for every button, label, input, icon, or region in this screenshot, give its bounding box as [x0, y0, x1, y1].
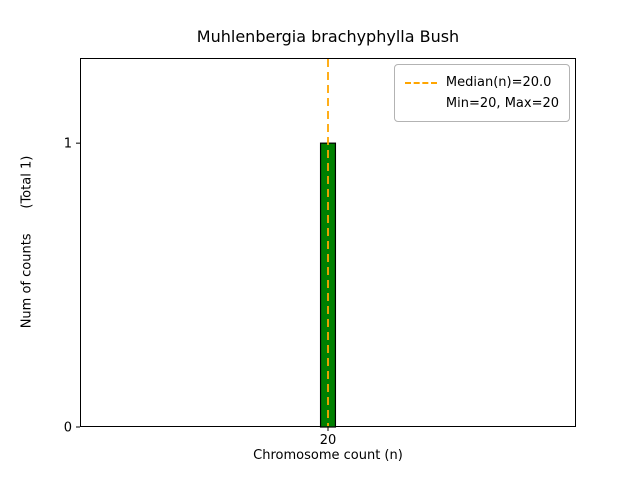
x-axis-label: Chromosome count (n) [253, 448, 403, 463]
legend-spacer [405, 103, 437, 105]
chart-title: Muhlenbergia brachyphylla Bush [196, 27, 460, 46]
legend-label-minmax: Min=20, Max=20 [445, 96, 559, 111]
x-tick-label: 20 [320, 433, 337, 448]
y-axis-label: Num of counts (Total 1) [19, 155, 35, 329]
legend-label-median: Median(n)=20.0 [445, 75, 552, 90]
y-tick-label: 0 [64, 421, 72, 436]
legend-row-minmax: Min=20, Max=20 [405, 93, 559, 114]
legend: Median(n)=20.0 Min=20, Max=20 [393, 64, 570, 122]
median-dashed-line-sample [404, 81, 437, 84]
y-tick-label: 1 [64, 137, 72, 152]
legend-row-median: Median(n)=20.0 [404, 72, 559, 93]
